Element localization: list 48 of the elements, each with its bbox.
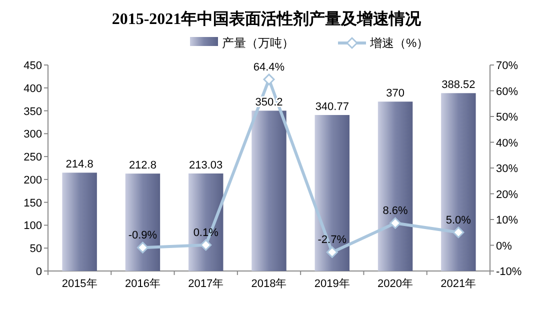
y-tick-label: 400 <box>24 82 42 95</box>
data-label: -2.7% <box>318 234 347 246</box>
y2-tick-label: 60% <box>496 86 518 98</box>
y2-tick-label: 20% <box>496 188 518 201</box>
y-tick-label: 150 <box>24 197 42 210</box>
x-tick-label: 2021年 <box>440 278 476 290</box>
x-tick-label: 2016年 <box>124 278 160 290</box>
x-tick-label: 2020年 <box>378 278 414 290</box>
point <box>452 226 464 238</box>
y-tick-label: 250 <box>24 152 42 164</box>
y2-tick-label: 10% <box>496 214 518 226</box>
legend-label: 产量（万吨） <box>222 36 294 50</box>
data-label: 370 <box>386 88 404 100</box>
y2-tick-label: 40% <box>496 137 518 150</box>
y-tick-label: 50 <box>30 243 42 256</box>
x-tick-label: 2015年 <box>62 278 98 290</box>
x-tick-label: 2017年 <box>188 278 224 290</box>
y-tick-label: 300 <box>24 128 42 141</box>
data-label: 212.8 <box>128 160 156 172</box>
y2-tick-label: -10% <box>496 266 522 278</box>
data-label: 213.03 <box>189 159 223 172</box>
data-label: 340.77 <box>315 101 349 114</box>
point <box>200 239 212 251</box>
y-tick-label: 200 <box>24 174 42 186</box>
data-label: 8.6% <box>382 205 408 218</box>
y-tick-label: 100 <box>24 220 42 232</box>
data-label: -0.9% <box>128 230 158 242</box>
data-label: 388.52 <box>442 79 476 92</box>
y-tick-label: 0 <box>36 266 42 278</box>
point <box>326 246 338 258</box>
point <box>390 217 402 229</box>
y-tick-label: 450 <box>24 60 42 72</box>
y2-tick-label: 70% <box>496 60 518 72</box>
legend-label: 增速（%） <box>369 36 429 50</box>
data-label: 5.0% <box>446 214 472 226</box>
chart-title: 2015-2021年中国表面活性剂产量及增速情况 <box>112 9 422 28</box>
data-label: 64.4% <box>253 61 285 74</box>
point <box>136 242 148 254</box>
y2-tick-label: 0% <box>496 240 512 252</box>
y-tick-label: 350 <box>24 106 42 118</box>
point <box>263 74 275 86</box>
y2-tick-label: 50% <box>496 112 518 124</box>
data-label: 350.2 <box>255 96 283 109</box>
data-label: 0.1% <box>193 226 219 239</box>
data-label: 214.8 <box>66 158 94 171</box>
x-tick-label: 2018年 <box>251 278 287 290</box>
x-tick-label: 2019年 <box>314 278 350 290</box>
y2-tick-label: 30% <box>496 163 518 175</box>
